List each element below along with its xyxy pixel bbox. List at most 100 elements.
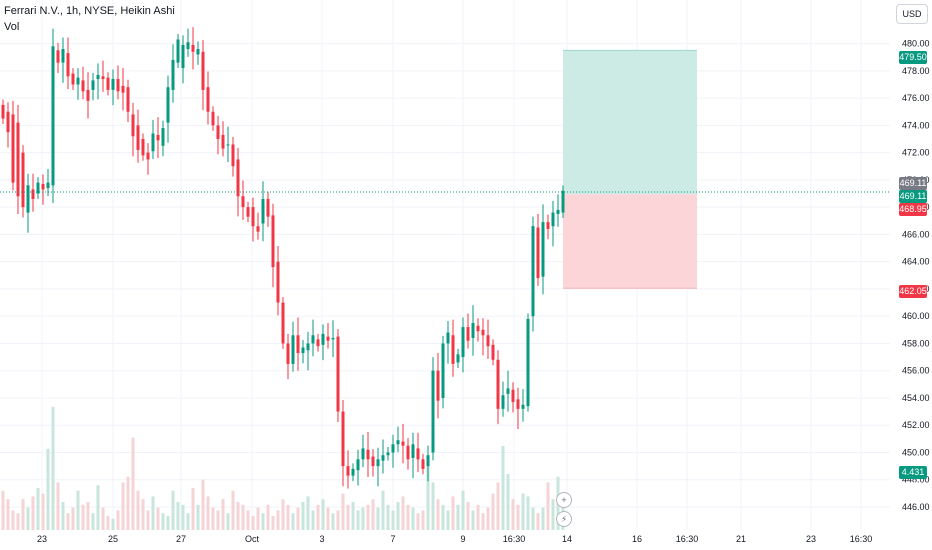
candle-74 — [371, 456, 375, 467]
candle-102 — [511, 389, 515, 403]
candlesticks — [1, 27, 565, 489]
stop-price-tag: 462.05 — [899, 285, 927, 298]
candle-16 — [81, 80, 85, 92]
price-tick-1: 448.00 — [902, 475, 930, 485]
volume-bar-88 — [441, 504, 445, 530]
symbol-title[interactable]: Ferrari N.V., 1h, NYSE, Heikin Ashi — [4, 5, 175, 17]
volume-bar-66 — [331, 513, 335, 530]
candle-22 — [111, 79, 115, 90]
candle-89 — [446, 332, 450, 344]
volume-bar-93 — [466, 502, 470, 530]
candle-7 — [36, 182, 40, 194]
candle-92 — [461, 327, 465, 358]
candle-97 — [486, 335, 490, 347]
plus-circle-icon[interactable]: + — [556, 492, 572, 508]
time-tick-8: 14 — [562, 534, 572, 544]
candle-104 — [521, 404, 525, 409]
volume-bar-36 — [181, 504, 185, 530]
candle-59 — [296, 335, 300, 353]
volume-bar-51 — [256, 507, 260, 530]
volume-bar-27 — [136, 490, 140, 530]
time-tick-13: 16:30 — [850, 534, 873, 544]
candle-14 — [71, 73, 75, 85]
volume-bar-60 — [301, 502, 305, 530]
candle-67 — [336, 336, 340, 412]
candle-33 — [166, 87, 170, 123]
candle-26 — [131, 114, 135, 137]
volume-bar-105 — [526, 496, 530, 530]
position-tool — [563, 49, 697, 289]
candle-105 — [526, 318, 530, 407]
time-tick-7: 16:30 — [503, 534, 526, 544]
volume-bar-40 — [201, 479, 205, 530]
volume-legend[interactable]: Vol — [4, 21, 20, 33]
volume-bar-37 — [186, 513, 190, 530]
candle-0 — [1, 104, 5, 119]
volume-bar-30 — [151, 496, 155, 530]
volume-bar-46 — [231, 490, 235, 530]
volume-bar-68 — [341, 493, 345, 530]
candle-70 — [351, 468, 355, 476]
volume-bar-73 — [366, 504, 370, 530]
currency-button[interactable]: USD — [896, 4, 928, 24]
volume-bar-28 — [141, 499, 145, 530]
volume-bar-86 — [431, 482, 435, 530]
candle-43 — [216, 125, 220, 139]
candle-3 — [16, 122, 20, 197]
volume-bar-85 — [426, 457, 430, 530]
volume-bar-61 — [306, 496, 310, 530]
candle-5 — [26, 185, 30, 213]
volume-bar-77 — [386, 504, 390, 530]
candle-103 — [516, 399, 520, 409]
volume-bar-31 — [156, 507, 160, 530]
candle-47 — [236, 159, 240, 197]
volume-bar-2 — [11, 510, 15, 530]
candle-8 — [41, 183, 45, 190]
volume-bar-72 — [361, 507, 365, 530]
volume-bar-62 — [311, 510, 315, 530]
candle-73 — [366, 449, 370, 460]
volume-bar-50 — [251, 516, 255, 530]
volume-bar-59 — [296, 507, 300, 530]
time-tick-9: 16 — [632, 534, 642, 544]
price-tick-6: 458.00 — [902, 338, 930, 348]
volume-bar-71 — [356, 510, 360, 530]
candle-9 — [46, 182, 50, 189]
volume-bar-67 — [336, 510, 340, 530]
volume-bar-80 — [401, 496, 405, 530]
time-tick-10: 16:30 — [676, 534, 699, 544]
volume-bar-13 — [66, 513, 70, 530]
candle-90 — [451, 335, 455, 364]
candle-85 — [426, 455, 430, 467]
volume-bar-81 — [406, 504, 410, 530]
candle-75 — [376, 459, 380, 467]
candle-38 — [191, 44, 195, 52]
candle-91 — [456, 354, 460, 363]
volume-bar-103 — [516, 504, 520, 530]
candle-44 — [221, 134, 225, 149]
volume-bar-5 — [26, 507, 30, 530]
candle-13 — [66, 53, 70, 77]
volume-bar-99 — [496, 482, 500, 530]
candle-37 — [186, 42, 190, 50]
target-price-tag: 479.50 — [899, 51, 927, 64]
time-tick-3: Oct — [245, 534, 260, 544]
time-tick-6: 9 — [460, 534, 465, 544]
candle-42 — [211, 111, 215, 126]
candle-17 — [86, 89, 90, 101]
candle-41 — [206, 87, 210, 112]
candle-35 — [176, 39, 180, 63]
candle-27 — [136, 125, 140, 150]
lightning-icon[interactable]: ⚡ — [556, 511, 572, 527]
volume-bar-8 — [41, 493, 45, 530]
time-tick-12: 23 — [806, 534, 816, 544]
volume-bar-96 — [481, 513, 485, 530]
candle-54 — [271, 215, 275, 268]
price-tick-15: 476.00 — [902, 93, 930, 103]
candle-66 — [331, 337, 335, 340]
candle-71 — [356, 459, 360, 471]
candle-111 — [556, 209, 560, 214]
volume-bar-55 — [276, 510, 280, 530]
volume-bar-69 — [346, 504, 350, 530]
